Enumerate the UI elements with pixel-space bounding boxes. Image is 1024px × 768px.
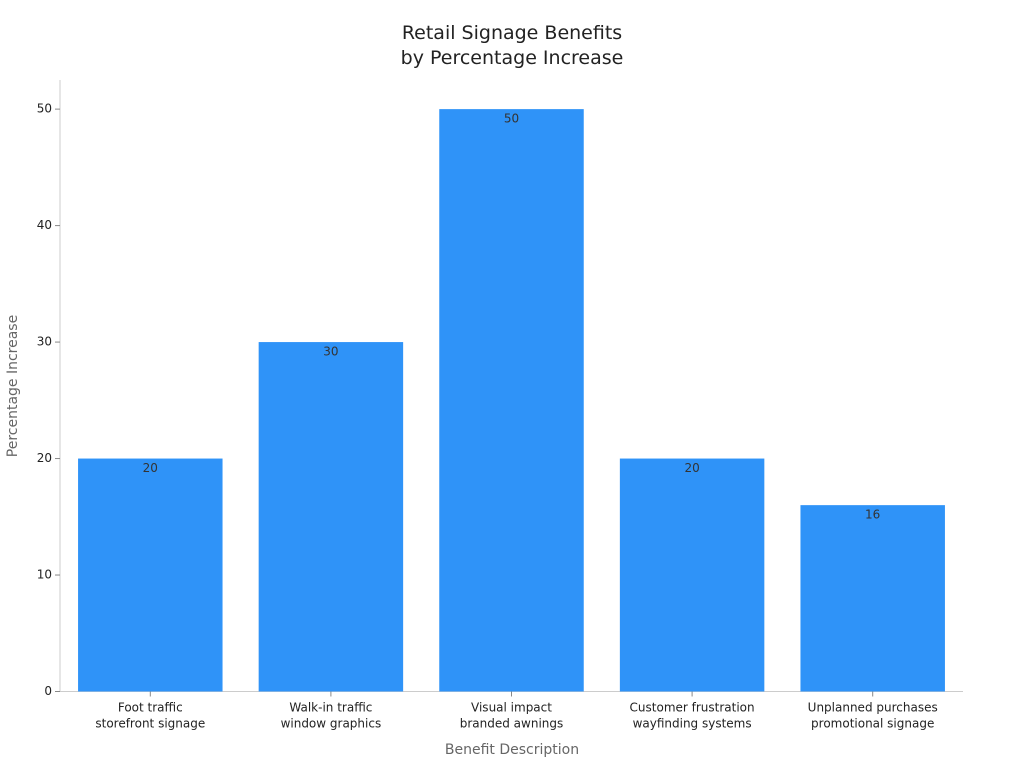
value-label: 50 — [504, 112, 519, 126]
value-label: 30 — [323, 345, 338, 359]
y-tick-label: 40 — [37, 218, 52, 232]
x-tick-label: Unplanned purchases promotional signage — [808, 700, 938, 730]
y-tick-label: 30 — [37, 335, 52, 349]
y-tick-label: 50 — [37, 102, 52, 116]
y-tick-label: 20 — [37, 451, 52, 465]
bar — [800, 505, 945, 692]
x-axis-label: Benefit Description — [445, 742, 579, 758]
chart-title: Retail Signage Benefits by Percentage Inc… — [401, 22, 624, 69]
x-tick-label: Walk-in traffic window graphics — [281, 700, 382, 730]
value-label: 20 — [143, 461, 158, 475]
x-tick-label: Foot traffic storefront signage — [95, 700, 205, 730]
y-tick-label: 10 — [37, 568, 52, 582]
value-label: 20 — [684, 461, 699, 475]
bar — [258, 342, 404, 692]
bar — [439, 109, 584, 692]
y-tick-label: 0 — [44, 684, 52, 698]
value-label: 16 — [865, 508, 880, 522]
x-tick-label: Customer frustration wayfinding systems — [630, 700, 755, 730]
y-axis-label: Percentage Increase — [5, 315, 21, 457]
bar — [619, 458, 765, 692]
bar — [78, 458, 223, 692]
x-tick-label: Visual impact branded awnings — [460, 700, 564, 730]
